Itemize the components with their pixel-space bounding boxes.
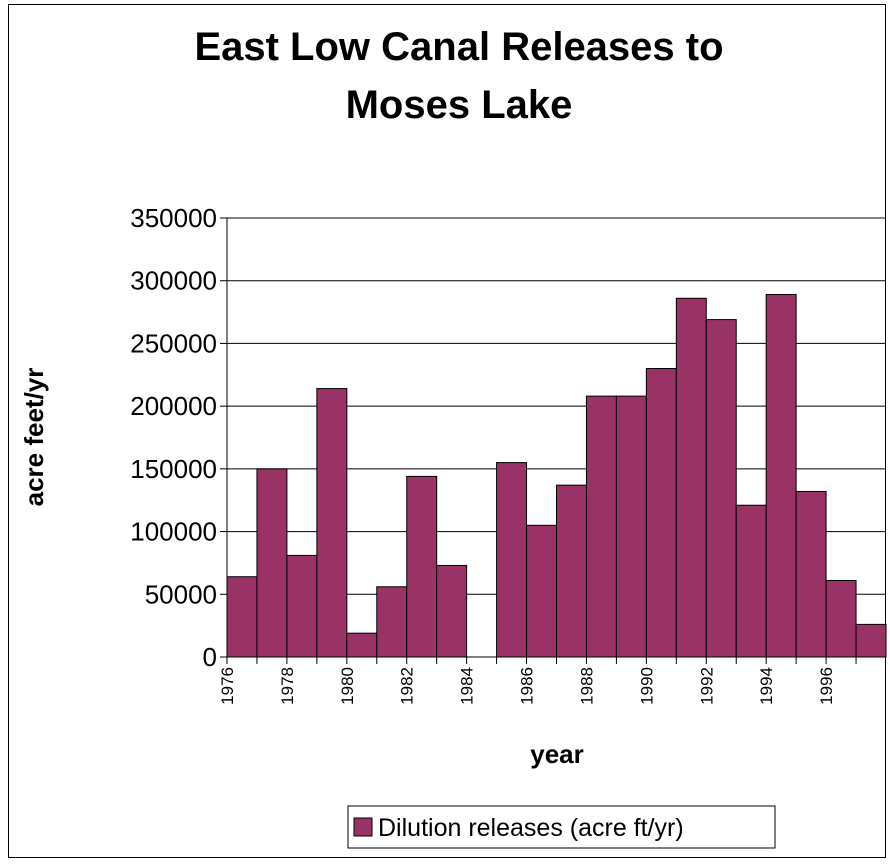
legend: Dilution releases (acre ft/yr) xyxy=(347,805,776,849)
legend-label: Dilution releases (acre ft/yr) xyxy=(378,814,684,842)
bar xyxy=(645,368,677,658)
bars xyxy=(226,294,887,658)
y-tick-label: 50000 xyxy=(145,579,217,609)
bar xyxy=(825,579,857,658)
bar xyxy=(675,297,707,658)
x-tick-label: 1996 xyxy=(817,667,836,705)
y-tick-label: 0 xyxy=(203,642,217,672)
bar xyxy=(286,554,318,658)
x-tick-label: 1986 xyxy=(518,667,537,705)
bar xyxy=(256,468,288,658)
y-tick-labels: 0 50000 100000 150000 200000 250000 300000 3500… xyxy=(130,203,217,672)
chart-title-line-1: East Low Canal Releases to xyxy=(194,25,723,69)
bar xyxy=(855,623,887,658)
x-tick-label: 1980 xyxy=(338,667,357,705)
x-tick-label: 1978 xyxy=(278,667,297,705)
y-tick-label: 150000 xyxy=(130,454,217,484)
y-tick-label: 100000 xyxy=(130,517,217,547)
x-tick-labels: 1976 1978 1980 1982 1984 1986 1988 1990 1992 1994… xyxy=(218,657,857,705)
bar xyxy=(705,319,737,658)
x-tick-label: 1982 xyxy=(398,667,417,705)
bar xyxy=(735,504,767,658)
bar xyxy=(226,576,258,658)
y-tick-label: 200000 xyxy=(130,391,217,421)
bar xyxy=(556,484,587,658)
x-tick-label: 1984 xyxy=(458,667,477,705)
x-tick-label: 1994 xyxy=(757,667,776,705)
bar xyxy=(346,632,378,658)
x-axis-label: year xyxy=(530,739,584,769)
bar xyxy=(526,524,558,658)
chart-title-line-2: Moses Lake xyxy=(346,83,573,127)
x-tick-label: 1992 xyxy=(697,667,716,705)
bar xyxy=(496,462,528,658)
x-tick-label: 1990 xyxy=(637,667,656,705)
bar xyxy=(615,395,647,658)
bar xyxy=(585,395,617,658)
y-axis-label: acre feet/yr xyxy=(19,368,49,507)
bar xyxy=(436,564,468,658)
y-tick-label: 350000 xyxy=(130,203,217,233)
bar xyxy=(765,294,797,658)
bar xyxy=(376,586,408,658)
y-tick-label: 300000 xyxy=(130,266,217,296)
chart-frame xyxy=(8,4,886,858)
legend-swatch xyxy=(353,817,373,837)
bar xyxy=(406,475,438,658)
x-tick-label: 1988 xyxy=(577,667,596,705)
bar xyxy=(795,490,827,658)
legend-box xyxy=(347,805,776,849)
x-tick-label: 1976 xyxy=(218,667,237,705)
y-tick-label: 250000 xyxy=(130,328,217,358)
bar xyxy=(316,388,348,658)
